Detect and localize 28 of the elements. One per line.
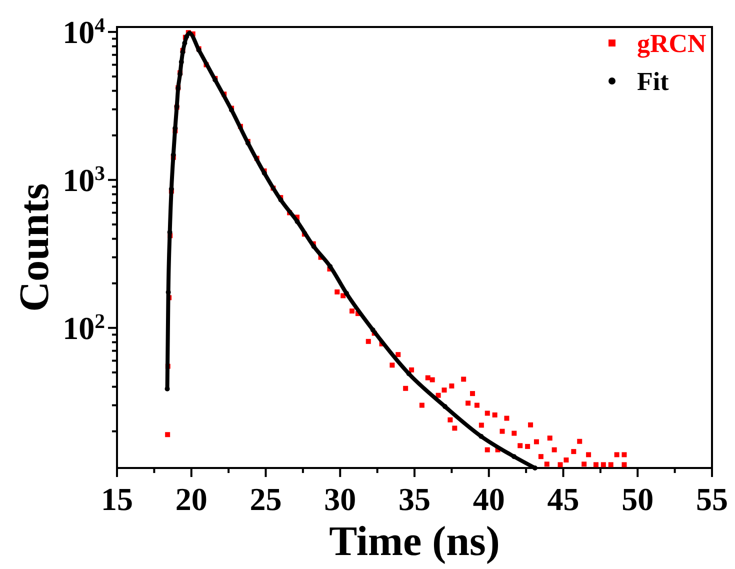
x-tick-label: 30	[324, 481, 356, 517]
point	[182, 40, 188, 46]
legend-label: Fit	[637, 67, 670, 96]
point	[512, 454, 517, 460]
x-tick-label: 15	[101, 481, 133, 517]
x-tick-label: 25	[250, 481, 282, 517]
point	[262, 170, 267, 176]
point	[370, 327, 376, 332]
x-tick-label: 50	[622, 481, 654, 517]
point	[294, 219, 300, 224]
x-axis-title: Time (ns)	[329, 519, 500, 565]
point	[406, 371, 412, 376]
x-tick-label: 45	[547, 481, 580, 517]
x-tick-label: 40	[472, 481, 505, 517]
y-axis-title: Counts	[12, 183, 58, 312]
point	[344, 290, 350, 296]
y-tick-label: 10$^{3}$	[62, 161, 105, 198]
legend-label: gRCN	[637, 29, 707, 58]
point	[328, 264, 333, 269]
point	[478, 434, 484, 439]
x-tick-label: 20	[175, 481, 208, 517]
y-tick-label: 10$^{2}$	[62, 309, 105, 346]
point	[532, 466, 538, 470]
y-tick-label: 10$^{4}$	[62, 13, 106, 50]
point	[442, 404, 448, 410]
point	[311, 244, 316, 249]
x-tick-label: 55	[696, 481, 728, 517]
x-tick-label: 35	[398, 481, 430, 517]
